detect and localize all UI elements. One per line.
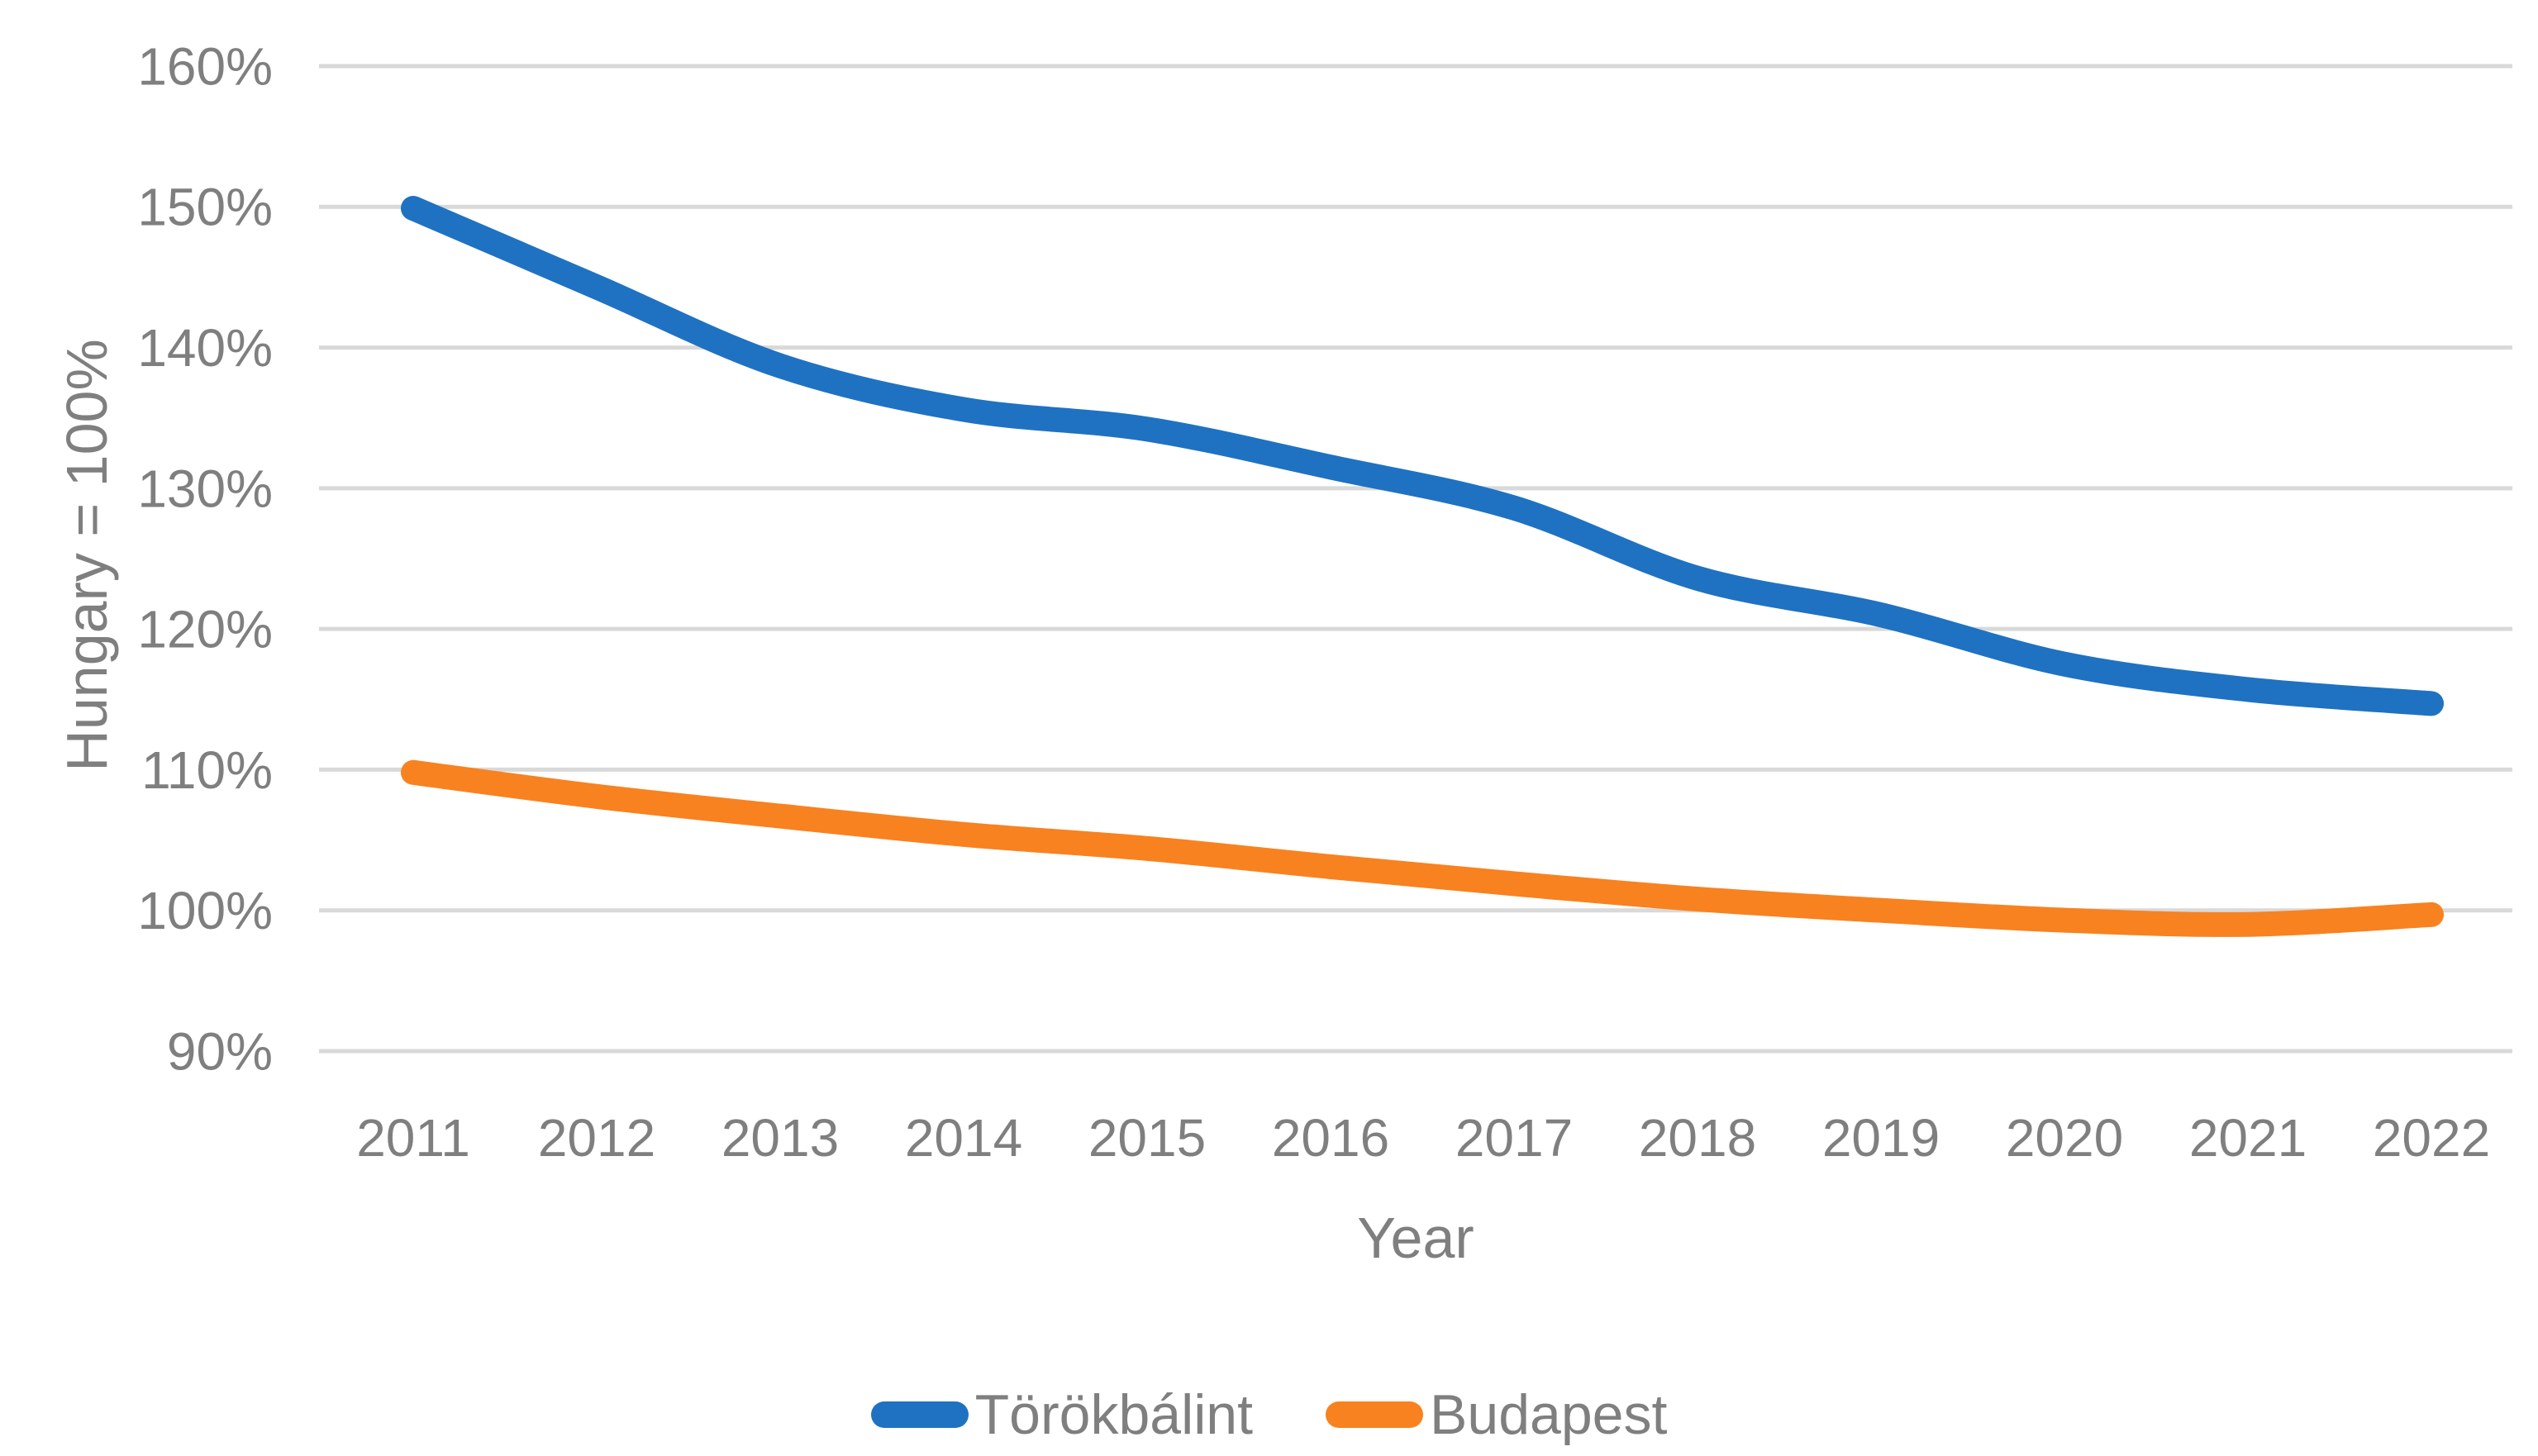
series-lines [401, 196, 2444, 937]
x-tick-label: 2011 [356, 1108, 470, 1168]
legend-swatch-budapest-icon [1326, 1401, 1424, 1428]
x-tick-label: 2016 [1272, 1108, 1389, 1168]
y-tick-label: 130% [137, 459, 273, 518]
y-tick-label: 140% [137, 318, 273, 378]
x-axis-tick-labels: 2011 2012 2013 2014 2015 2016 2017 2018 2019 2020… [356, 1108, 2490, 1168]
gridlines [319, 64, 2512, 1054]
x-axis-title: Year [1357, 1206, 1474, 1270]
series-line-torokbalint [401, 196, 2444, 716]
series-line-budapest [401, 759, 2444, 937]
x-tick-label: 2021 [2189, 1108, 2307, 1168]
legend: Törökbálint Budapest [0, 1373, 2538, 1456]
x-tick-label: 2019 [1822, 1108, 1940, 1168]
y-tick-label: 90% [167, 1021, 273, 1081]
x-tick-label: 2012 [538, 1108, 655, 1168]
y-axis-title: Hungary = 100% [55, 339, 119, 772]
legend-item-torokbalint: Törökbálint [870, 1382, 1254, 1447]
x-tick-label: 2017 [1455, 1108, 1573, 1168]
x-tick-label: 2015 [1088, 1108, 1206, 1168]
y-axis-tick-labels: 160% 150% 140% 130% 120% 110% 100% 90% [137, 36, 273, 1081]
legend-item-budapest: Budapest [1326, 1382, 1667, 1447]
legend-label: Törökbálint [974, 1383, 1254, 1446]
y-tick-label: 120% [137, 600, 273, 659]
x-tick-label: 2013 [721, 1108, 839, 1168]
legend-swatch-torokbalint-icon [870, 1401, 969, 1428]
x-tick-label: 2020 [2006, 1108, 2123, 1168]
x-tick-label: 2014 [905, 1108, 1022, 1168]
y-tick-label: 160% [137, 36, 273, 96]
x-tick-label: 2018 [1639, 1108, 1756, 1168]
y-tick-label: 150% [137, 178, 273, 237]
legend-label: Budapest [1430, 1383, 1668, 1446]
y-tick-label: 100% [137, 881, 273, 940]
x-tick-label: 2022 [2373, 1108, 2490, 1168]
y-tick-label: 110% [141, 740, 273, 800]
